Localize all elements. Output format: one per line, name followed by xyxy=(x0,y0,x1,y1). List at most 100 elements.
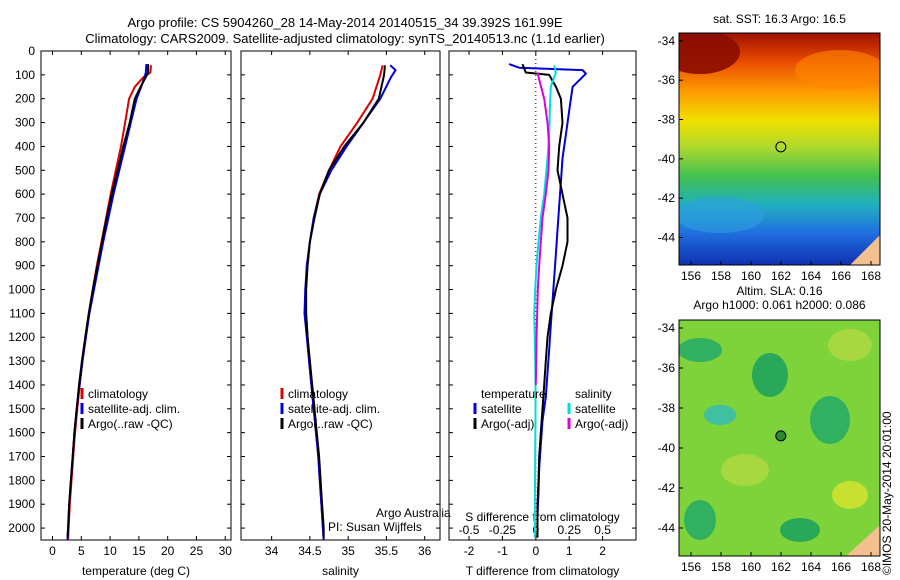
sst-map-panel: 156 158 160 162 164 166 168 -34 -36 -38 -40 -42 -44 s… xyxy=(658,12,882,283)
map-x-tick-label: 164 xyxy=(801,560,821,574)
map-y-tick-label: -38 xyxy=(658,401,676,415)
series-line-3 xyxy=(534,72,551,386)
y-tick-label: 1200 xyxy=(8,330,35,344)
sla-blob xyxy=(684,500,716,540)
map-y-tick-label: -40 xyxy=(658,152,676,166)
map-x-tick-label: 168 xyxy=(861,269,881,283)
sla-map-panel: 156 158 160 162 164 166 168 -34 -36 -38 -40 -42 -44 A… xyxy=(658,284,882,574)
map-frame xyxy=(678,32,881,266)
plot-frame xyxy=(240,50,441,541)
map-y-tick-label: -36 xyxy=(658,73,676,87)
x-tick-label: -2 xyxy=(464,544,475,558)
x-tick-label: 35.5 xyxy=(375,544,399,558)
x-tick-label: 34.5 xyxy=(298,544,322,558)
sla-blob xyxy=(780,518,820,542)
temperature-panel: 0 5 10 15 20 25 30 temperature (deg C) 0 100 200 30… xyxy=(8,44,232,578)
y-tick-label: 1900 xyxy=(8,497,35,511)
x-tick-label: 5 xyxy=(78,544,85,558)
map-y-tick-label: -42 xyxy=(658,481,676,495)
y-tick-label: 700 xyxy=(15,211,35,225)
argo-float-marker xyxy=(775,430,787,442)
figure-title-line2: Climatology: CARS2009. Satellite-adjuste… xyxy=(85,31,605,46)
map-y-tick-label: -44 xyxy=(658,230,676,244)
x-axis-label: salinity xyxy=(322,564,359,578)
legend-label: satellite xyxy=(481,402,522,416)
map-y-tick-label: -42 xyxy=(658,191,676,205)
x-tick-label: 2 xyxy=(599,544,606,558)
map-x-tick-label: 156 xyxy=(681,560,701,574)
y-tick-label: 200 xyxy=(15,92,35,106)
y-tick-label: 400 xyxy=(15,139,35,153)
map-y-tick-label: -34 xyxy=(658,34,676,48)
x-tick-label: 30 xyxy=(219,544,233,558)
top-x-tick-label: -0.5 xyxy=(459,523,480,537)
x-tick-label: 35 xyxy=(341,544,355,558)
top-x-tick-label: -0.25 xyxy=(489,523,517,537)
map-x-tick-label: 158 xyxy=(711,269,731,283)
map-x-tick-label: 166 xyxy=(831,560,851,574)
map-title-line: Altim. SLA: 0.16 xyxy=(736,284,822,298)
series-line-2 xyxy=(533,65,557,538)
y-tick-label: 100 xyxy=(15,68,35,82)
y-tick-label: 500 xyxy=(15,163,35,177)
map-y-tick-label: -36 xyxy=(658,361,676,375)
argo-float-marker xyxy=(775,141,787,153)
plot-frame xyxy=(448,50,637,541)
sst-land xyxy=(850,235,880,265)
map-y-tick-label: -34 xyxy=(658,321,676,335)
top-x-axis-label: S difference from climatology xyxy=(465,510,620,524)
y-tick-label: 800 xyxy=(15,235,35,249)
sla-blob xyxy=(752,353,788,397)
sla-blob xyxy=(832,481,868,509)
map-x-tick-label: 160 xyxy=(741,269,761,283)
map-title-line: Argo h1000: 0.061 h2000: 0.086 xyxy=(693,298,865,312)
sla-land xyxy=(846,525,880,556)
map-x-tick-label: 164 xyxy=(801,269,821,283)
legend-label: climatology xyxy=(88,387,148,401)
x-tick-label: 1 xyxy=(566,544,573,558)
y-tick-label: 900 xyxy=(15,259,35,273)
sla-blob xyxy=(704,405,736,425)
map-x-tick-label: 158 xyxy=(711,560,731,574)
legend-label: Argo(..raw -QC) xyxy=(88,417,173,431)
credit-line2: PI: Susan Wijffels xyxy=(328,520,422,534)
sla-blob xyxy=(721,454,769,486)
y-tick-label: 0 xyxy=(28,44,35,58)
map-x-tick-label: 162 xyxy=(771,560,791,574)
y-tick-label: 600 xyxy=(15,187,35,201)
y-tick-label: 1700 xyxy=(8,450,35,464)
legend-group-title: salinity xyxy=(575,387,612,401)
map-y-tick-label: -38 xyxy=(658,113,676,127)
sla-blob xyxy=(810,396,850,444)
legend-label: Argo(..raw -QC) xyxy=(288,417,373,431)
x-tick-label: 15 xyxy=(132,544,146,558)
series-line-2 xyxy=(305,65,386,538)
top-x-tick-label: 0 xyxy=(532,523,539,537)
legend-label: satellite xyxy=(575,402,616,416)
y-tick-label: 1000 xyxy=(8,283,35,297)
y-tick-label: 2000 xyxy=(8,521,35,535)
y-tick-label: 1500 xyxy=(8,402,35,416)
x-tick-label: 34 xyxy=(265,544,279,558)
x-tick-label: 25 xyxy=(190,544,204,558)
map-x-tick-label: 156 xyxy=(681,269,701,283)
x-tick-label: -1 xyxy=(497,544,508,558)
sla-blob xyxy=(679,338,722,362)
legend-label: Argo(-adj) xyxy=(481,417,534,431)
figure-title-line1: Argo profile: CS 5904260_28 14-May-2014 … xyxy=(127,15,563,30)
sst-orange-patch xyxy=(795,50,880,90)
legend-label: satellite-adj. clim. xyxy=(88,402,180,416)
salinity-panel: 34 34.5 35 35.5 36 salinity climatologysatelli… xyxy=(240,50,441,578)
map-x-tick-label: 166 xyxy=(831,269,851,283)
map-x-tick-label: 168 xyxy=(861,560,881,574)
plot-frame xyxy=(40,50,232,541)
y-tick-label: 300 xyxy=(15,116,35,130)
top-x-tick-label: 0.25 xyxy=(558,523,582,537)
x-tick-label: 10 xyxy=(103,544,117,558)
credit-line1: Argo Australia xyxy=(376,506,451,520)
map-x-tick-label: 160 xyxy=(741,560,761,574)
x-tick-label: 20 xyxy=(161,544,175,558)
series-line-1 xyxy=(521,63,569,538)
x-axis-label: T difference from climatology xyxy=(466,564,620,578)
